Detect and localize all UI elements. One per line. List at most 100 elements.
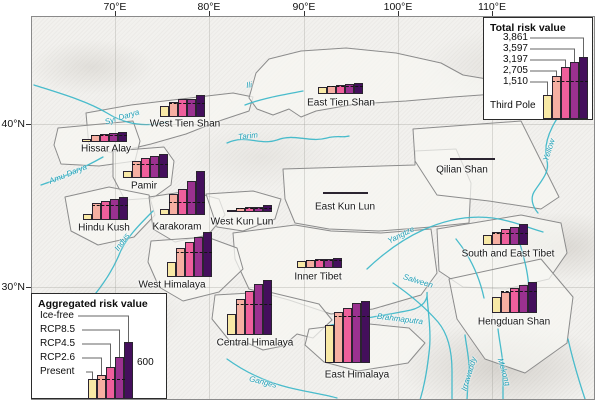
bar-west-tien-shan-rcp2-6 [169,102,178,117]
bar-legend-scale-ice-free [124,342,133,399]
bar-legend-scale-rcp2-6 [97,375,106,399]
river-mekong [497,328,504,399]
legend-total-leader-lines [530,37,584,95]
river-ili [244,90,304,106]
present-dash-hissar-alay [91,135,127,136]
bar-karakoram-present [160,209,169,215]
bar-hissar-alay-rcp2-6 [91,135,100,142]
bar-west-himalaya-rcp2-6 [176,248,185,277]
present-dash-karakoram [169,202,205,203]
bar-east-tien-shan-rcp2-6 [327,86,336,94]
bar-west-kun-lun-rcp8-5 [254,207,263,212]
bar-hengduan-shan-rcp8-5 [519,285,528,313]
bar-central-himalaya-present [227,314,236,335]
axis-label-80-e: 80°E [197,1,221,13]
bar-inner-tibet-rcp2-6 [306,260,315,268]
bar-west-kun-lun-present [227,210,236,212]
present-dash-pamir [132,164,168,165]
bar-inner-tibet-present [297,261,306,268]
graticule-80-e [209,17,210,399]
leader-line [530,48,575,62]
bar-west-himalaya-present [167,262,176,277]
legend-agg-label-present: Present [40,366,75,377]
bar-hengduan-shan-rcp4-5 [510,288,519,313]
present-dash-west-tien-shan [169,103,205,104]
river-indus [90,210,154,300]
bar-qilian-shan-present [450,158,459,160]
bar-third-pole-ice-free [579,57,588,119]
region-label-east-himalaya: East Himalaya [324,369,390,381]
bar-east-himalaya-rcp2-6 [334,312,343,363]
region-label-qilian-shan: Qilian Shan [436,164,488,176]
river-yangtze [366,216,544,270]
region-boundary-qilian-shan [412,120,560,210]
bar-east-kun-lun-present [323,192,332,194]
bar-central-himalaya-ice-free [263,280,272,335]
bar-east-tien-shan-present [318,87,327,94]
bar-east-tien-shan-rcp4-5 [336,85,345,94]
bar-qilian-shan-rcp8-5 [477,158,486,160]
present-dash-third-pole [552,81,588,82]
river-ganges [226,358,338,399]
bar-west-tien-shan-present [160,106,169,117]
river-salween [392,282,453,399]
legend-scale-label: 600 [137,357,154,368]
region-boundary-hengduan-shan [448,258,574,374]
axis-tick-90-e [304,11,305,16]
leader-line [530,37,584,57]
bar-qilian-shan-rcp4-5 [468,158,477,160]
legend-aggregated-risk: Aggregated risk value 600 Ice-free RCP8.5… [31,293,167,399]
legend-agg-label-rcp4-5: RCP4.5 [40,338,76,349]
graticule-100-e [398,17,399,399]
bar-hengduan-shan-rcp2-6 [501,292,510,313]
bar-legend-scale-rcp8-5 [115,357,124,399]
bar-west-tien-shan-ice-free [196,95,205,117]
present-dash-inner-tibet [306,260,342,261]
present-dash-legend-scale [97,379,125,380]
legend-total-value-3-861: 3,861 [502,32,528,43]
bar-east-kun-lun-ice-free [359,192,368,194]
axis-tick-40-n [26,124,31,125]
bar-west-himalaya-rcp8-5 [194,237,203,277]
bar-pamir-ice-free [159,154,168,178]
bar-hissar-alay-present [82,139,91,142]
river-irrawaddy [464,334,470,399]
bar-hengduan-shan-ice-free [528,282,537,313]
bar-qilian-shan-rcp2-6 [459,158,468,160]
bar-pamir-present [123,171,132,178]
axis-tick-70-e [115,11,116,16]
present-dash-hindu-kush [92,205,128,206]
river-brahmaputra [326,291,431,399]
region-label-pamir: Pamir [130,180,158,192]
river-amu-darya [40,156,104,186]
river-syr-darya [33,84,168,126]
bar-pamir-rcp2-6 [132,161,141,178]
axis-label-30-n: 30°N [1,281,25,293]
bar-inner-tibet-rcp4-5 [315,259,324,268]
bar-karakoram-rcp2-6 [169,194,178,215]
bar-hissar-alay-rcp4-5 [100,134,109,142]
bar-third-pole-present [543,95,552,119]
region-boundary-inner-tibet [232,224,438,315]
region-label-west-himalaya: West Himalaya [138,279,206,291]
bar-legend-scale-rcp4-5 [106,367,115,399]
region-label-karakoram: Karakoram [152,221,202,233]
bar-qilian-shan-ice-free [486,158,495,160]
bar-hengduan-shan-present [492,297,501,313]
leader-line [82,343,111,367]
river-salween-upper [455,238,485,299]
bar-west-himalaya-rcp4-5 [185,242,194,277]
present-dash-east-himalaya [334,316,370,317]
leader-line [530,59,566,67]
bar-hindu-kush-ice-free [119,197,128,220]
graticule-110-e [492,17,493,399]
region-label-west-kun-lun: West Kun Lun [210,216,274,228]
region-label-east-kun-lun: East Kun Lun [314,201,376,213]
bar-karakoram-rcp8-5 [187,181,196,215]
bar-inner-tibet-ice-free [333,258,342,268]
region-label-inner-tibet: Inner Tibet [294,271,342,283]
bar-pamir-rcp4-5 [141,158,150,178]
bar-third-pole-rcp2-6 [552,76,561,119]
graticule-30-n [32,287,594,288]
legend-total-value-2-705: 2,705 [502,65,528,76]
